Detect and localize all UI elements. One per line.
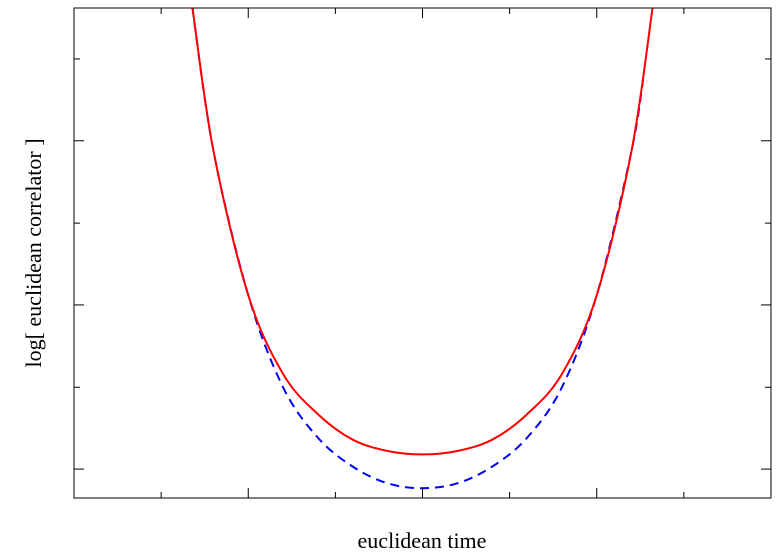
y-axis-label: log[ euclidean correlator ] (21, 138, 46, 367)
axis-ticks (74, 8, 771, 498)
plot-area (191, 8, 654, 490)
series-line-dashed-blue (191, 8, 646, 490)
series-line-solid-red (191, 8, 654, 456)
x-axis-label: euclidean time (358, 528, 487, 553)
plot-frame (73, 7, 772, 499)
